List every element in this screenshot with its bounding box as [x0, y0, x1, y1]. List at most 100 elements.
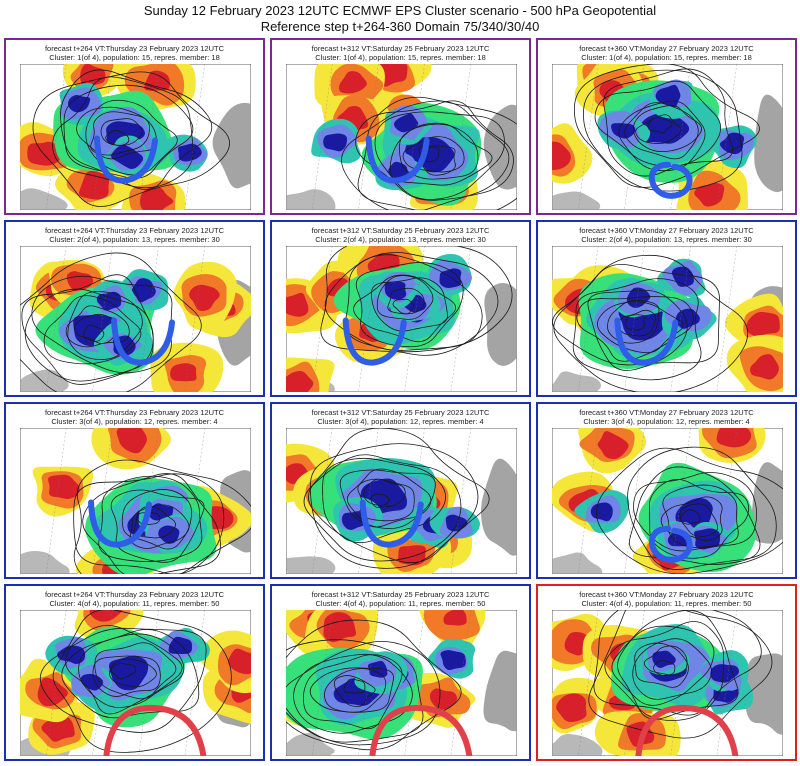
panel-forecast-label: forecast t+360 VT:Monday 27 February 202…	[579, 408, 754, 417]
panel-cluster2-t312[interactable]: forecast t+312 VT:Saturday 25 February 2…	[270, 220, 531, 397]
geopotential-contour	[341, 100, 510, 210]
blue-trough-marker	[614, 317, 679, 366]
geopotential-contour	[65, 625, 183, 715]
graticule-line	[624, 610, 645, 756]
negative-anomaly	[57, 645, 86, 665]
geopotential-contour	[78, 633, 185, 708]
geopotential-contour	[583, 69, 743, 192]
graticule-line	[92, 64, 113, 210]
positive-anomaly	[189, 284, 220, 311]
panel-cluster3-t264[interactable]: forecast t+264 VT:Thursday 23 February 2…	[4, 402, 265, 579]
geopotential-contour	[553, 254, 749, 392]
geopotential-contour	[286, 619, 462, 751]
geopotential-contour	[389, 122, 493, 186]
graticule-line	[184, 610, 205, 756]
negative-anomaly	[177, 143, 202, 162]
graticule-line	[578, 428, 599, 574]
red-ridge-marker	[635, 704, 739, 756]
positive-anomaly	[552, 141, 571, 171]
positive-anomaly	[170, 363, 197, 382]
graticule-line	[404, 610, 425, 756]
geopotential-contour	[286, 640, 441, 746]
panel-cluster-label: Cluster: 2(of 4), population: 13, repres…	[315, 235, 486, 244]
negative-anomaly	[611, 123, 636, 139]
geopotential-contour	[63, 84, 194, 179]
panel-forecast-label: forecast t+312 VT:Saturday 25 February 2…	[311, 44, 490, 53]
panel-cluster1-t312[interactable]: forecast t+312 VT:Saturday 25 February 2…	[270, 38, 531, 215]
geopotential-contour	[376, 275, 434, 320]
geopotential-contour	[109, 658, 157, 688]
panel-cluster4-t360[interactable]: forecast t+360 VT:Monday 27 February 202…	[536, 584, 797, 761]
positive-anomaly	[37, 677, 68, 707]
geopotential-contour	[39, 627, 207, 733]
page-subtitle: Reference step t+264-360 Domain 75/340/3…	[260, 19, 540, 34]
geopotential-contour	[31, 275, 173, 374]
geopotential-contour	[643, 645, 688, 676]
graticule-line	[312, 428, 333, 574]
land-mask	[484, 282, 517, 366]
land-mask	[744, 653, 783, 735]
land-mask	[750, 462, 783, 544]
geopotential-contour	[625, 314, 646, 331]
panel-cluster2-t264[interactable]: forecast t+264 VT:Thursday 23 February 2…	[4, 220, 265, 397]
blue-circle-marker	[648, 525, 693, 563]
panel-cluster1-t360[interactable]: forecast t+360 VT:Monday 27 February 202…	[536, 38, 797, 215]
land-mask	[286, 189, 336, 210]
panel-cluster3-t312[interactable]: forecast t+312 VT:Saturday 25 February 2…	[270, 402, 531, 579]
geopotential-contour	[647, 117, 673, 134]
geopotential-contour	[573, 64, 760, 188]
land-mask	[20, 188, 68, 210]
geopotential-contour	[324, 668, 387, 713]
graticule-line	[450, 428, 471, 574]
positive-anomaly	[140, 186, 174, 210]
land-mask	[483, 650, 517, 732]
graticule-line	[578, 610, 599, 756]
geopotential-contour	[73, 313, 116, 344]
geopotential-contour	[627, 446, 777, 570]
geopotential-contour	[73, 459, 251, 574]
negative-anomaly	[675, 498, 713, 529]
geopotential-contour	[355, 100, 514, 201]
geopotential-contour	[370, 493, 390, 508]
geopotential-contour	[60, 69, 213, 190]
negative-anomaly	[719, 132, 745, 155]
geopotential-contour	[633, 472, 758, 552]
graticule-line	[578, 64, 599, 210]
negative-anomaly	[675, 308, 700, 329]
geopotential-contour	[320, 246, 513, 353]
geopotential-contour	[611, 625, 715, 706]
graticule-line	[184, 64, 205, 210]
geopotential-anomaly-map	[20, 428, 251, 574]
geopotential-contour	[594, 80, 722, 167]
positive-anomaly	[597, 431, 629, 459]
positive-anomaly	[398, 545, 426, 566]
blue-trough-marker	[365, 135, 430, 184]
blue-trough-marker	[342, 317, 407, 366]
geopotential-contour	[137, 512, 161, 525]
panel-cluster4-t312[interactable]: forecast t+312 VT:Saturday 25 February 2…	[270, 584, 531, 761]
panel-cluster3-t360[interactable]: forecast t+360 VT:Monday 27 February 202…	[536, 402, 797, 579]
geopotential-contour	[632, 105, 702, 153]
positive-anomaly	[116, 428, 147, 454]
panel-forecast-label: forecast t+312 VT:Saturday 25 February 2…	[311, 590, 490, 599]
geopotential-contour	[402, 136, 465, 173]
graticule-line	[450, 246, 471, 392]
panel-cluster2-t360[interactable]: forecast t+360 VT:Monday 27 February 202…	[536, 220, 797, 397]
negative-anomaly	[111, 145, 144, 170]
geopotential-contour	[399, 123, 479, 180]
geopotential-contour	[121, 489, 192, 550]
geopotential-contour	[632, 638, 712, 700]
geopotential-contour	[20, 252, 202, 392]
graticule-line	[138, 64, 159, 210]
land-mask	[552, 371, 602, 392]
graticule-line	[624, 246, 645, 392]
panel-cluster1-t264[interactable]: forecast t+264 VT:Thursday 23 February 2…	[4, 38, 265, 215]
panel-cluster-label: Cluster: 3(of 4), population: 12, repres…	[583, 417, 750, 426]
panel-cluster4-t264[interactable]: forecast t+264 VT:Thursday 23 February 2…	[4, 584, 265, 761]
positive-anomaly	[429, 688, 458, 710]
geopotential-anomaly-map	[552, 428, 783, 574]
graticule-line	[46, 246, 67, 392]
positive-anomaly	[694, 183, 725, 207]
graticule-line	[670, 246, 691, 392]
graticule-line	[670, 64, 691, 210]
